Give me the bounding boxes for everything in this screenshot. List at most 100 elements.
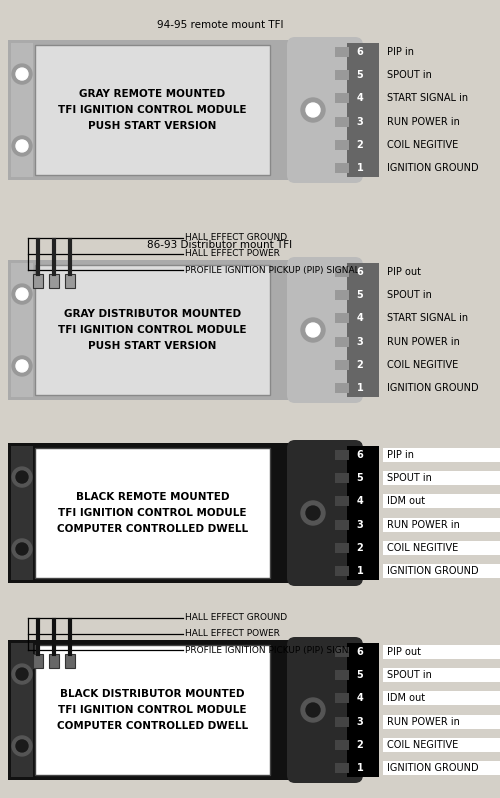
Circle shape [16,360,28,372]
Text: HALL EFFECT GROUND: HALL EFFECT GROUND [185,234,287,243]
Text: HALL EFFECT POWER: HALL EFFECT POWER [185,630,280,638]
Text: 4: 4 [356,314,364,323]
Circle shape [306,323,320,337]
Circle shape [12,467,32,487]
FancyBboxPatch shape [287,440,363,586]
Bar [335,360,349,369]
Bar [8,260,298,400]
Bar [335,117,349,127]
Circle shape [306,506,320,520]
Bar [335,740,349,750]
Bar [347,263,379,397]
Text: SPOUT in: SPOUT in [387,70,432,81]
Circle shape [16,740,28,752]
Text: 5: 5 [356,670,364,680]
Bar [335,290,349,300]
Text: 6: 6 [356,647,364,657]
Text: 5: 5 [356,290,364,300]
Text: RUN POWER in: RUN POWER in [387,337,460,346]
Bar [35,645,270,775]
Text: 1: 1 [356,566,364,576]
Bar [335,543,349,553]
Bar [335,140,349,150]
Circle shape [301,698,325,722]
Text: 4: 4 [356,93,364,104]
Text: COMPUTER CONTROLLED DWELL: COMPUTER CONTROLLED DWELL [57,721,248,731]
Circle shape [16,543,28,555]
Text: PROFILE IGNITION PICKUP (PIP) SIGNAL: PROFILE IGNITION PICKUP (PIP) SIGNAL [185,266,360,275]
Text: TFI IGNITION CONTROL MODULE: TFI IGNITION CONTROL MODULE [58,105,247,115]
Text: COIL NEGITIVE: COIL NEGITIVE [387,740,458,750]
Bar [383,738,500,752]
Text: PUSH START VERSION: PUSH START VERSION [88,341,216,351]
Bar [347,446,379,580]
Text: GRAY REMOTE MOUNTED: GRAY REMOTE MOUNTED [80,89,226,99]
Text: 86-93 Distributor mount TFI: 86-93 Distributor mount TFI [148,240,292,250]
Bar [8,443,298,583]
Text: RUN POWER in: RUN POWER in [387,117,460,127]
Text: PIP out: PIP out [387,647,421,657]
Bar [383,495,500,508]
Bar [383,448,500,462]
Text: TFI IGNITION CONTROL MODULE: TFI IGNITION CONTROL MODULE [58,705,247,715]
Text: 2: 2 [356,140,364,150]
Bar [11,263,33,397]
Bar [335,93,349,104]
Text: 1: 1 [356,163,364,173]
Circle shape [301,501,325,525]
Bar [335,473,349,484]
Bar [335,383,349,393]
Text: 6: 6 [356,47,364,57]
Bar [65,654,75,668]
Bar [11,643,33,777]
Bar [49,654,59,668]
Bar [33,274,43,288]
Text: IGNITION GROUND: IGNITION GROUND [387,566,478,576]
Circle shape [12,136,32,156]
Bar [335,519,349,530]
FancyBboxPatch shape [287,637,363,783]
Bar [335,717,349,727]
Circle shape [306,103,320,117]
Bar [383,541,500,555]
Circle shape [16,471,28,483]
Text: START SIGNAL in: START SIGNAL in [387,93,468,104]
Bar [335,337,349,346]
FancyBboxPatch shape [287,37,363,183]
Text: TFI IGNITION CONTROL MODULE: TFI IGNITION CONTROL MODULE [58,325,247,335]
Circle shape [16,288,28,300]
Text: 6: 6 [356,267,364,277]
Circle shape [301,98,325,122]
Bar [383,761,500,775]
Text: IDM out: IDM out [387,693,425,703]
Bar [35,265,270,395]
Bar [11,43,33,177]
Circle shape [12,356,32,376]
Text: 94-95 remote mount TFI: 94-95 remote mount TFI [157,20,283,30]
Text: 3: 3 [356,337,364,346]
Bar [347,643,379,777]
Text: IGNITION GROUND: IGNITION GROUND [387,763,478,773]
Text: PIP out: PIP out [387,267,421,277]
Text: IGNITION GROUND: IGNITION GROUND [387,163,478,173]
Bar [383,564,500,578]
Text: 2: 2 [356,360,364,369]
Text: COIL NEGITIVE: COIL NEGITIVE [387,140,458,150]
Bar [8,40,298,180]
Text: COIL NEGITIVE: COIL NEGITIVE [387,543,458,553]
Bar [347,43,379,177]
Text: PUSH START VERSION: PUSH START VERSION [88,121,216,131]
Text: 4: 4 [356,496,364,507]
Text: RUN POWER in: RUN POWER in [387,519,460,530]
Bar [335,267,349,277]
Bar [335,314,349,323]
Circle shape [16,668,28,680]
Circle shape [12,64,32,84]
Text: 3: 3 [356,717,364,727]
Circle shape [12,539,32,559]
Text: PIP in: PIP in [387,450,414,460]
Text: 3: 3 [356,519,364,530]
Bar [383,691,500,705]
Text: 2: 2 [356,543,364,553]
Bar [383,645,500,659]
